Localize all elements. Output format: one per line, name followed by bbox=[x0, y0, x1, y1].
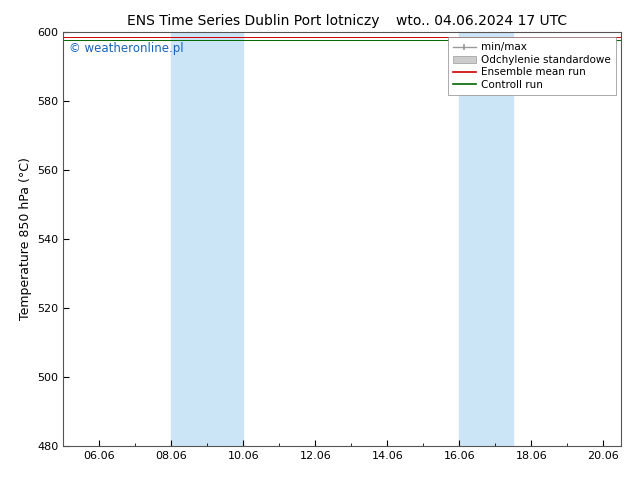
Y-axis label: Temperature 850 hPa (°C): Temperature 850 hPa (°C) bbox=[19, 157, 32, 320]
Text: ENS Time Series Dublin Port lotniczy: ENS Time Series Dublin Port lotniczy bbox=[127, 14, 380, 28]
Bar bbox=[460, 32, 514, 446]
Text: © weatheronline.pl: © weatheronline.pl bbox=[69, 42, 184, 55]
Legend: min/max, Odchylenie standardowe, Ensemble mean run, Controll run: min/max, Odchylenie standardowe, Ensembl… bbox=[448, 37, 616, 95]
Text: wto.. 04.06.2024 17 UTC: wto.. 04.06.2024 17 UTC bbox=[396, 14, 567, 28]
Bar bbox=[171, 32, 243, 446]
